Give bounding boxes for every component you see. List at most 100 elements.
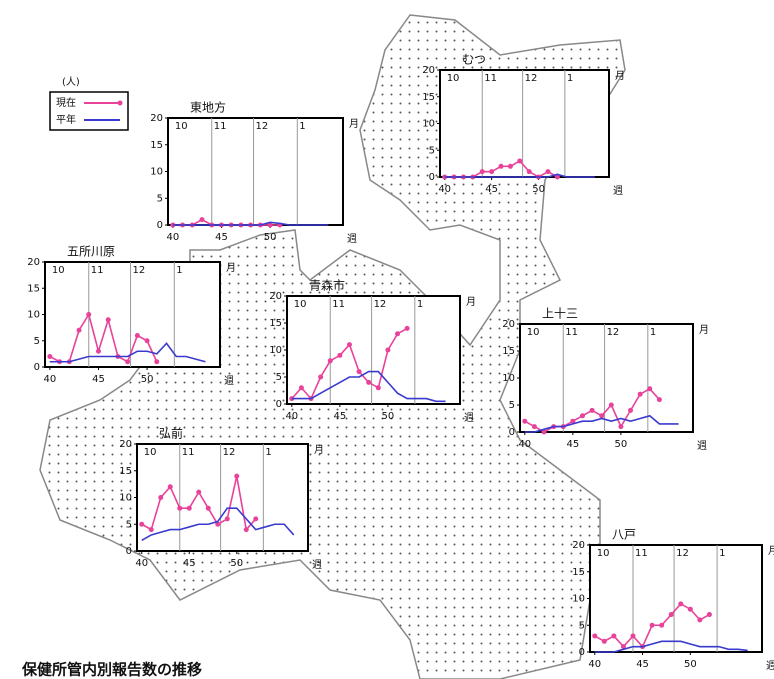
data-point [47, 354, 53, 359]
data-point [687, 606, 693, 612]
data-point [95, 348, 101, 354]
month-label: 11 [214, 121, 227, 132]
x-tick-label: 40 [166, 232, 179, 243]
data-point [177, 505, 183, 511]
month-label: 1 [417, 299, 423, 310]
month-label: 1 [719, 548, 725, 559]
data-point [337, 352, 343, 358]
y-tick-label: 5 [126, 519, 132, 530]
month-label: 10 [52, 265, 65, 276]
y-tick-label: 0 [276, 399, 282, 410]
data-point [318, 374, 324, 380]
data-point [620, 644, 626, 650]
chart-title: 八戸 [612, 528, 636, 542]
data-point [522, 418, 528, 424]
y-tick-label: 15 [502, 346, 515, 357]
legend: (人) 現在 平年 [49, 76, 129, 131]
y-tick-label: 5 [157, 193, 163, 204]
x-tick-label: 45 [485, 184, 498, 195]
month-label: 1 [265, 447, 271, 458]
month-label: 1 [176, 265, 182, 276]
data-point [395, 331, 401, 337]
month-unit: 月 [349, 118, 359, 130]
month-unit: 月 [699, 324, 709, 336]
data-point [105, 317, 111, 323]
data-point [659, 622, 665, 628]
y-tick-label: 10 [422, 119, 435, 130]
series-line [594, 640, 748, 653]
chart-title: むつ [462, 53, 486, 67]
month-unit: 月 [615, 70, 625, 82]
month-unit: 月 [226, 262, 236, 274]
series-line [49, 342, 206, 363]
data-point [215, 521, 221, 527]
month-label: 11 [332, 299, 345, 310]
data-point [545, 169, 551, 175]
plot-frame [519, 323, 694, 433]
week-unit: 週 [347, 233, 357, 245]
month-label: 12 [525, 73, 538, 84]
data-point [579, 413, 585, 419]
month-label: 10 [447, 73, 460, 84]
x-tick-label: 40 [588, 659, 601, 670]
data-point [517, 158, 523, 164]
data-point [541, 429, 547, 435]
data-point [148, 527, 154, 533]
data-point [86, 312, 92, 317]
y-tick-label: 5 [276, 372, 282, 383]
week-unit: 週 [224, 375, 234, 387]
series-line [172, 221, 329, 226]
week-unit: 週 [312, 559, 322, 571]
y-tick-label: 10 [119, 493, 132, 504]
y-tick-label: 0 [579, 647, 585, 658]
data-point [125, 359, 131, 365]
month-label: 11 [565, 327, 578, 338]
data-point [243, 527, 249, 533]
chart-title: 五所川原 [67, 245, 115, 259]
data-point [570, 418, 576, 424]
data-point [134, 333, 140, 338]
data-point [531, 424, 537, 430]
y-tick-label: 10 [27, 310, 40, 321]
month-label: 12 [607, 327, 620, 338]
month-label: 1 [299, 121, 305, 132]
y-tick-label: 15 [150, 140, 163, 151]
data-point [154, 359, 160, 365]
x-tick-label: 45 [92, 374, 105, 385]
y-tick-label: 10 [502, 373, 515, 384]
data-point [526, 169, 532, 175]
data-point [404, 325, 410, 331]
month-unit: 月 [466, 296, 476, 308]
data-point [630, 633, 636, 639]
data-point [628, 407, 634, 413]
data-point [139, 521, 145, 527]
data-point [589, 407, 595, 413]
x-tick-label: 50 [684, 659, 697, 670]
series-line [524, 414, 679, 433]
y-tick-label: 5 [429, 145, 435, 156]
month-label: 10 [294, 299, 307, 310]
data-point [186, 505, 192, 511]
y-tick-label: 10 [269, 345, 282, 356]
data-point [253, 516, 259, 522]
month-label: 11 [635, 548, 648, 559]
data-point [234, 473, 240, 479]
y-tick-label: 20 [572, 540, 585, 551]
chart-title: 東地方 [190, 100, 226, 115]
month-label: 11 [91, 265, 104, 276]
legend-swatch [117, 100, 123, 106]
x-tick-label: 50 [264, 232, 277, 243]
week-unit: 週 [464, 412, 474, 424]
plot-frame [286, 295, 461, 405]
y-tick-label: 20 [27, 257, 40, 268]
data-point [668, 612, 674, 618]
x-tick-label: 40 [135, 558, 148, 569]
plot-frame [439, 69, 610, 178]
data-point [346, 342, 352, 348]
chart-title: 弘前 [159, 426, 183, 441]
y-tick-label: 15 [269, 318, 282, 329]
y-tick-label: 5 [579, 620, 585, 631]
data-point [375, 385, 381, 391]
